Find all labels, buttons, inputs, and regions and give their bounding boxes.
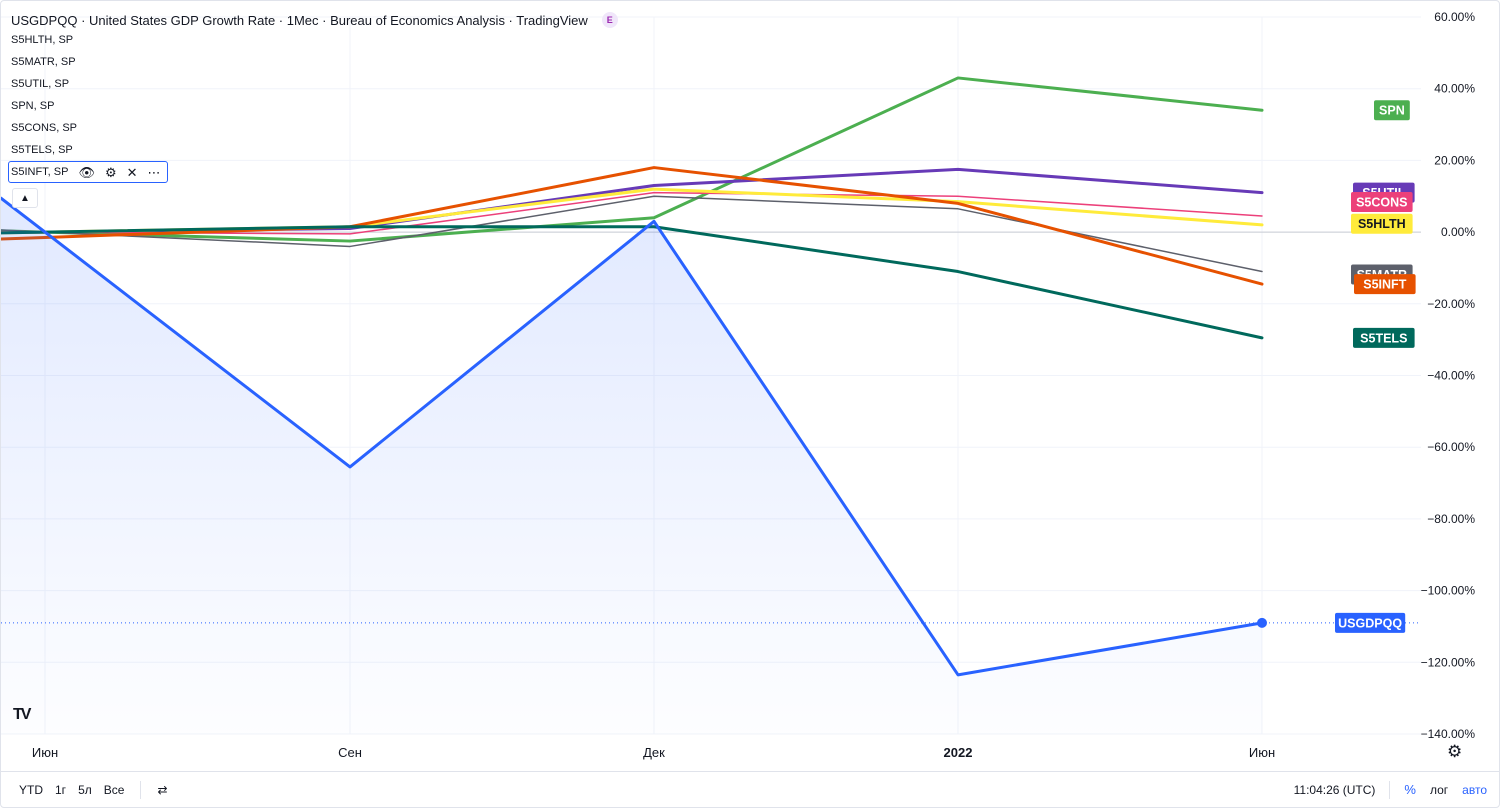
x-tick-label: Июн [1249, 745, 1275, 760]
price-label-bg [1353, 327, 1415, 348]
range-1y-button[interactable]: 1г [55, 782, 67, 797]
price-label-s5inft: S5INFT [1354, 274, 1416, 295]
price-label-bg [1351, 213, 1413, 234]
legend-row-label: S5INFT, SP [11, 166, 69, 178]
compare-icon[interactable]: ⇄ [157, 782, 168, 797]
price-label-text: SPN [1379, 104, 1405, 118]
clock-display[interactable]: 11:04:26 (UTC) [1293, 782, 1376, 797]
price-label-bg [1351, 191, 1413, 212]
legend-row-s5util[interactable]: S5UTIL, SP [11, 78, 70, 90]
legend: USGDPQQ · United States GDP Growth Rate … [8, 11, 618, 183]
price-label-s5cons: S5CONS [1351, 191, 1413, 212]
price-label-text: S5INFT [1363, 278, 1406, 292]
tradingview-logo[interactable]: TV [13, 706, 32, 723]
price-label-text: S5TELS [1360, 331, 1407, 345]
y-tick-label: −100.00% [1421, 584, 1476, 598]
series-line-usgdpqq [1, 196, 1264, 677]
last-value-marker [1257, 617, 1267, 628]
price-label-bg [1335, 612, 1406, 633]
price-label-s5tels: S5TELS [1353, 327, 1415, 348]
chart-settings-gear-icon[interactable]: ⚙︎ [1447, 742, 1463, 761]
legend-row-spn[interactable]: SPN, SP [11, 100, 55, 112]
y-tick-label: −40.00% [1427, 369, 1475, 383]
legend-row-s5tels[interactable]: S5TELS, SP [11, 144, 73, 156]
close-icon[interactable]: ✕ [126, 164, 138, 180]
log-scale-toggle[interactable]: лог [1429, 782, 1449, 797]
y-tick-label: −20.00% [1427, 297, 1475, 311]
y-tick-label: −120.00% [1421, 655, 1476, 669]
y-tick-label: 20.00% [1434, 153, 1475, 167]
auto-scale-toggle[interactable]: авто [1462, 782, 1487, 797]
eye-icon[interactable]: 👁︎ [78, 164, 95, 180]
price-label-bg [1354, 274, 1416, 295]
divider [140, 780, 142, 799]
chart-title: USGDPQQ · United States GDP Growth Rate … [11, 12, 588, 28]
more-icon[interactable]: ⋯ [147, 164, 161, 180]
price-label-spn: SPN [1374, 100, 1410, 121]
series-area-usgdpqq [1, 198, 1262, 735]
range-ytd-button[interactable]: YTD [19, 782, 43, 797]
price-label-text: S5HLTH [1358, 217, 1406, 231]
price-label-text: S5CONS [1356, 195, 1407, 209]
x-tick-label: Июн [32, 745, 58, 760]
y-tick-label: 40.00% [1434, 82, 1475, 96]
divider [1389, 780, 1391, 799]
bottom-toolbar: YTD 1г 5л Все ⇄ 11:04:26 (UTC) % лог авт… [1, 771, 1499, 807]
y-tick-label: 0.00% [1441, 225, 1475, 239]
price-label-s5hlth: S5HLTH [1351, 213, 1413, 234]
y-tick-label: −140.00% [1421, 727, 1476, 741]
collapse-legend-button[interactable]: ▲ [12, 188, 38, 208]
bottom-right-controls: 11:04:26 (UTC) % лог авто [1294, 772, 1487, 807]
x-tick-label: Сен [338, 745, 362, 760]
price-label-bg [1374, 100, 1410, 121]
gear-icon[interactable]: ⚙︎ [104, 164, 117, 180]
chevron-up-icon: ▲ [20, 192, 30, 204]
legend-title[interactable]: USGDPQQ · United States GDP Growth Rate … [11, 11, 618, 29]
range-all-button[interactable]: Все [103, 782, 125, 797]
y-tick-label: −80.00% [1427, 512, 1475, 526]
legend-row-s5hlth[interactable]: S5HLTH, SP [11, 34, 74, 46]
y-tick-label: 60.00% [1434, 10, 1475, 24]
price-label-text: USGDPQQ [1338, 616, 1402, 630]
x-tick-label: Дек [643, 745, 665, 760]
percent-scale-toggle[interactable]: % [1404, 782, 1416, 797]
legend-row-s5matr[interactable]: S5MATR, SP [11, 56, 76, 68]
y-tick-label: −60.00% [1427, 440, 1475, 454]
legend-row-s5inft[interactable]: S5INFT, SP 👁︎ ⚙︎ ✕ ⋯ [8, 161, 168, 183]
legend-row-s5cons[interactable]: S5CONS, SP [11, 122, 78, 134]
price-label-usgdpqq: USGDPQQ [1335, 612, 1406, 633]
range-5y-button[interactable]: 5л [78, 782, 92, 797]
events-badge[interactable]: E [601, 12, 618, 28]
x-tick-label: 2022 [944, 745, 973, 760]
